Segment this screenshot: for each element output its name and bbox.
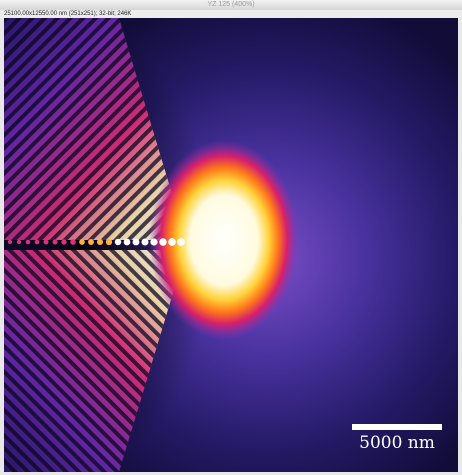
dot	[177, 238, 185, 246]
dot	[115, 239, 121, 245]
dot	[26, 240, 31, 245]
scale-bar-label: 5000 nm	[359, 433, 435, 453]
dot	[44, 240, 49, 245]
dot	[52, 239, 57, 244]
dot	[61, 239, 66, 244]
dot	[159, 238, 166, 245]
dot	[88, 239, 94, 245]
dot	[106, 239, 112, 245]
dot	[97, 239, 103, 245]
image-canvas: 5000 nm	[4, 18, 458, 472]
scale-bar	[352, 424, 442, 430]
image-info: 25100.00x12550.00 nm (251x251); 32-bit; …	[0, 10, 462, 18]
dot	[17, 240, 21, 244]
dot	[70, 239, 75, 244]
dot	[35, 240, 40, 245]
dot	[141, 238, 148, 245]
dot	[79, 239, 85, 245]
dot	[8, 240, 12, 244]
dot	[150, 238, 157, 245]
image-window: YZ 125 (400%) 25100.00x12550.00 nm (251x…	[0, 0, 462, 475]
dot	[133, 239, 140, 246]
window-title: YZ 125 (400%)	[0, 0, 462, 10]
dot	[124, 239, 131, 246]
dot	[168, 238, 176, 246]
